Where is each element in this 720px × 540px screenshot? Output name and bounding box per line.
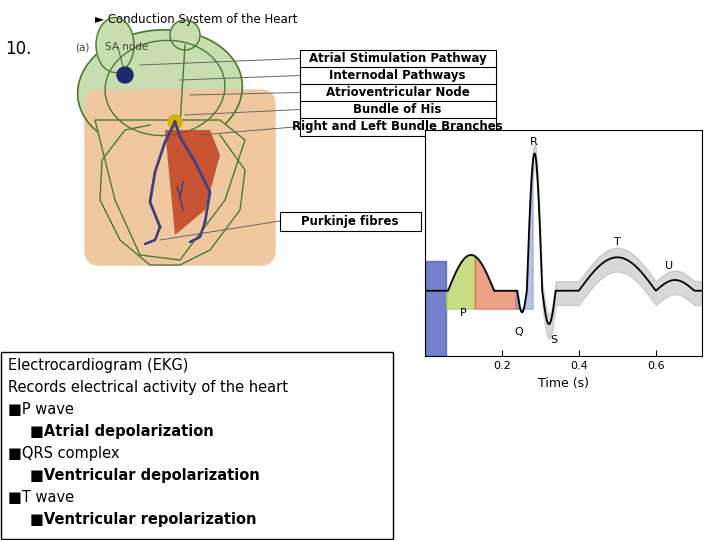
Text: Purkinje fibres: Purkinje fibres bbox=[301, 214, 399, 227]
Ellipse shape bbox=[78, 30, 243, 150]
Polygon shape bbox=[165, 130, 220, 235]
FancyBboxPatch shape bbox=[300, 84, 495, 102]
Bar bbox=[425, 261, 446, 356]
FancyBboxPatch shape bbox=[279, 212, 420, 231]
FancyBboxPatch shape bbox=[1, 352, 393, 539]
Text: Records electrical activity of the heart: Records electrical activity of the heart bbox=[8, 380, 288, 395]
Ellipse shape bbox=[170, 20, 200, 50]
Text: S: S bbox=[551, 335, 558, 345]
Text: ■Ventricular depolarization: ■Ventricular depolarization bbox=[30, 468, 260, 483]
Text: Electrocardiogram (EKG): Electrocardiogram (EKG) bbox=[8, 358, 189, 373]
Text: Atrioventricular Node: Atrioventricular Node bbox=[325, 86, 469, 99]
Text: ■P wave: ■P wave bbox=[8, 402, 74, 417]
Text: P: P bbox=[460, 308, 467, 318]
Text: 10.: 10. bbox=[5, 40, 32, 58]
Text: Q: Q bbox=[515, 327, 523, 337]
Text: Bundle of His: Bundle of His bbox=[354, 103, 441, 116]
FancyBboxPatch shape bbox=[300, 66, 495, 84]
FancyBboxPatch shape bbox=[300, 50, 495, 68]
Text: (b): (b) bbox=[420, 78, 438, 88]
Text: R: R bbox=[530, 137, 538, 147]
Text: ■T wave: ■T wave bbox=[8, 490, 74, 505]
FancyBboxPatch shape bbox=[300, 118, 495, 136]
X-axis label: Time (s): Time (s) bbox=[538, 377, 589, 390]
Text: Right and Left Bundle Branches: Right and Left Bundle Branches bbox=[292, 120, 503, 133]
FancyBboxPatch shape bbox=[300, 100, 495, 118]
Circle shape bbox=[117, 67, 133, 83]
Text: ► Conduction System of the Heart: ► Conduction System of the Heart bbox=[95, 13, 297, 26]
Text: ■Ventricular repolarization: ■Ventricular repolarization bbox=[30, 512, 256, 527]
FancyBboxPatch shape bbox=[85, 90, 275, 265]
Text: T: T bbox=[614, 238, 621, 247]
Text: (a): (a) bbox=[75, 42, 89, 52]
Text: ■QRS complex: ■QRS complex bbox=[8, 446, 120, 461]
Text: U: U bbox=[665, 261, 673, 271]
Text: Internodal Pathways: Internodal Pathways bbox=[329, 69, 466, 82]
Text: ■Atrial depolarization: ■Atrial depolarization bbox=[30, 424, 214, 439]
Text: Atrial Stimulation Pathway: Atrial Stimulation Pathway bbox=[309, 52, 487, 65]
Circle shape bbox=[168, 115, 182, 129]
Text: SA node: SA node bbox=[105, 42, 148, 52]
Ellipse shape bbox=[96, 17, 134, 72]
Polygon shape bbox=[95, 120, 245, 260]
